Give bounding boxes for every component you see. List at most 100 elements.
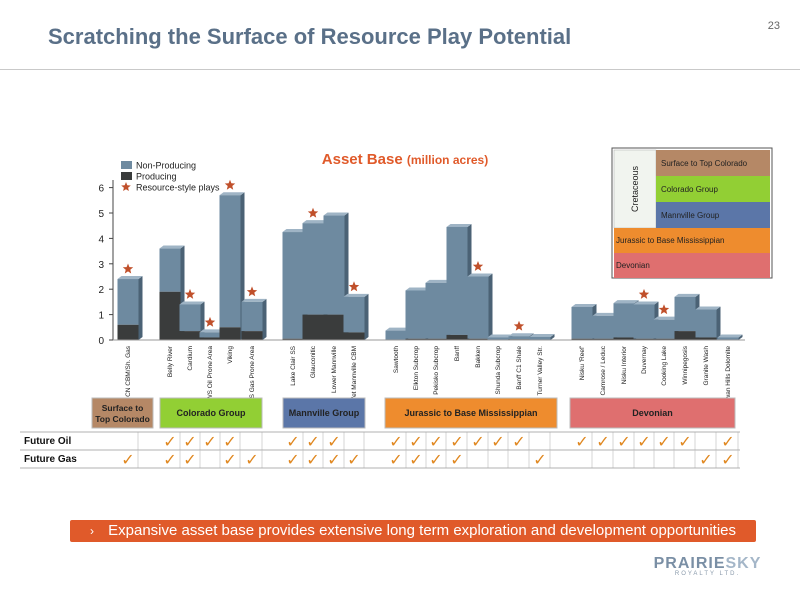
check-mark-icon: ✓ — [657, 432, 670, 451]
resource-play-star-icon — [307, 207, 319, 218]
bar-side — [138, 276, 143, 340]
check-mark-icon: ✓ — [617, 432, 630, 451]
category-label: Turner Valley Str. — [537, 346, 544, 396]
bar-non-producing — [674, 296, 696, 332]
bar-top — [571, 303, 597, 307]
title-divider — [0, 69, 800, 70]
category-label: Swan Hills Dolomite — [725, 346, 732, 404]
strata-swatch — [656, 176, 770, 202]
bar-producing — [179, 331, 201, 340]
check-mark-icon: ✓ — [409, 432, 422, 451]
bar-producing — [219, 327, 241, 340]
bar-top — [508, 333, 534, 337]
bar-top — [159, 245, 185, 249]
bar-non-producing — [405, 290, 427, 339]
group-header — [384, 397, 558, 429]
check-mark-icon: ✓ — [450, 432, 463, 451]
chart-title: Asset Base (million acres) — [322, 151, 488, 168]
category-label: Viking — [227, 346, 234, 364]
category-label: Sawtooth — [393, 346, 400, 373]
group-header — [91, 397, 154, 429]
check-mark-icon: ✓ — [409, 450, 422, 469]
check-mark-icon: ✓ — [389, 450, 402, 469]
bar-non-producing — [302, 223, 324, 315]
bar-non-producing — [241, 301, 263, 332]
category-label: Elkton Subcrop — [413, 346, 420, 390]
category-label: Nisku Interior — [621, 345, 628, 384]
bar-top — [529, 333, 555, 337]
bar-producing — [117, 324, 139, 340]
strata-swatch — [614, 228, 770, 253]
bar-non-producing — [446, 226, 468, 335]
bar-producing — [282, 338, 304, 340]
check-mark-icon: ✓ — [471, 432, 484, 451]
bar-non-producing — [592, 315, 614, 339]
check-mark-icon: ✓ — [389, 432, 402, 451]
era-label: Cretaceous — [630, 165, 640, 212]
y-tick-label: 2 — [98, 285, 104, 296]
category-label: Camrose / Leduc — [600, 345, 607, 395]
check-mark-icon: ✓ — [223, 432, 236, 451]
group-header — [282, 397, 366, 429]
bar-top — [117, 276, 143, 280]
bar-non-producing — [653, 319, 675, 339]
bar-top — [653, 316, 679, 320]
bar-producing — [425, 338, 447, 340]
bar-non-producing — [179, 304, 201, 332]
bar-producing — [653, 338, 675, 340]
check-mark-icon: ✓ — [533, 450, 546, 469]
y-tick-label: 5 — [98, 209, 104, 220]
bar-top — [717, 334, 743, 338]
group-header-label: Jurassic to Base Mississippian — [404, 408, 537, 418]
bar-non-producing — [487, 337, 509, 340]
check-mark-icon: ✓ — [223, 450, 236, 469]
category-label: Lower Mannville — [331, 346, 338, 393]
bar-non-producing — [282, 232, 304, 339]
category-label: Bakken — [475, 346, 482, 368]
resource-stars — [122, 179, 670, 331]
bar-top — [467, 273, 493, 277]
bar-producing — [467, 338, 489, 340]
category-label: Cooking Lake — [661, 346, 668, 386]
category-label: Wet Mannville CBM — [351, 346, 358, 403]
legend-label: Non-Producing — [136, 161, 196, 171]
strata-label: Jurassic to Base Mississippian — [616, 236, 724, 245]
check-mark-icon: ✓ — [163, 432, 176, 451]
bar-producing — [446, 334, 468, 340]
bar-producing — [571, 338, 593, 340]
era-cell — [613, 149, 657, 229]
strata-label: Devonian — [616, 261, 650, 270]
bar-producing — [241, 331, 263, 340]
bar-top — [323, 212, 349, 216]
y-tick-label: 0 — [98, 336, 104, 347]
key-message-text: Expansive asset base provides extensive … — [108, 522, 737, 539]
check-mark-icon: ✓ — [721, 450, 734, 469]
bar-top — [405, 287, 431, 291]
bar-non-producing — [343, 296, 365, 333]
asset-base-chart: 0 1 2 3 4 5 6 Asset Base (million acres) Non-Pro… — [20, 147, 773, 469]
check-mark-icon: ✓ — [429, 450, 442, 469]
bar-producing — [633, 338, 655, 340]
resource-play-star-icon — [348, 281, 360, 292]
check-mark-icon: ✓ — [286, 432, 299, 451]
check-mark-icon: ✓ — [327, 432, 340, 451]
check-mark-icon: ✓ — [699, 450, 712, 469]
check-mark-icon: ✓ — [429, 432, 442, 451]
category-label: SWS Oil Prone Area — [207, 346, 214, 405]
resource-play-star-icon — [224, 179, 236, 190]
legend-label: Resource-style plays — [136, 183, 220, 193]
check-mark-icon: ✓ — [575, 432, 588, 451]
strata-label: Colorado Group — [661, 185, 718, 194]
bar-top — [487, 334, 513, 338]
bar-top — [674, 293, 700, 297]
bar-producing — [695, 337, 717, 340]
bar-non-producing — [385, 330, 407, 340]
strata-legend: Cretaceous Surface to Top Colorado Colorad… — [611, 147, 773, 279]
bar-top — [695, 306, 721, 310]
bar-side — [262, 298, 267, 340]
category-label: Winnipegosis — [682, 345, 689, 384]
category-label: Nisku 'Reef' — [579, 346, 586, 380]
strata-swatch — [656, 150, 770, 176]
